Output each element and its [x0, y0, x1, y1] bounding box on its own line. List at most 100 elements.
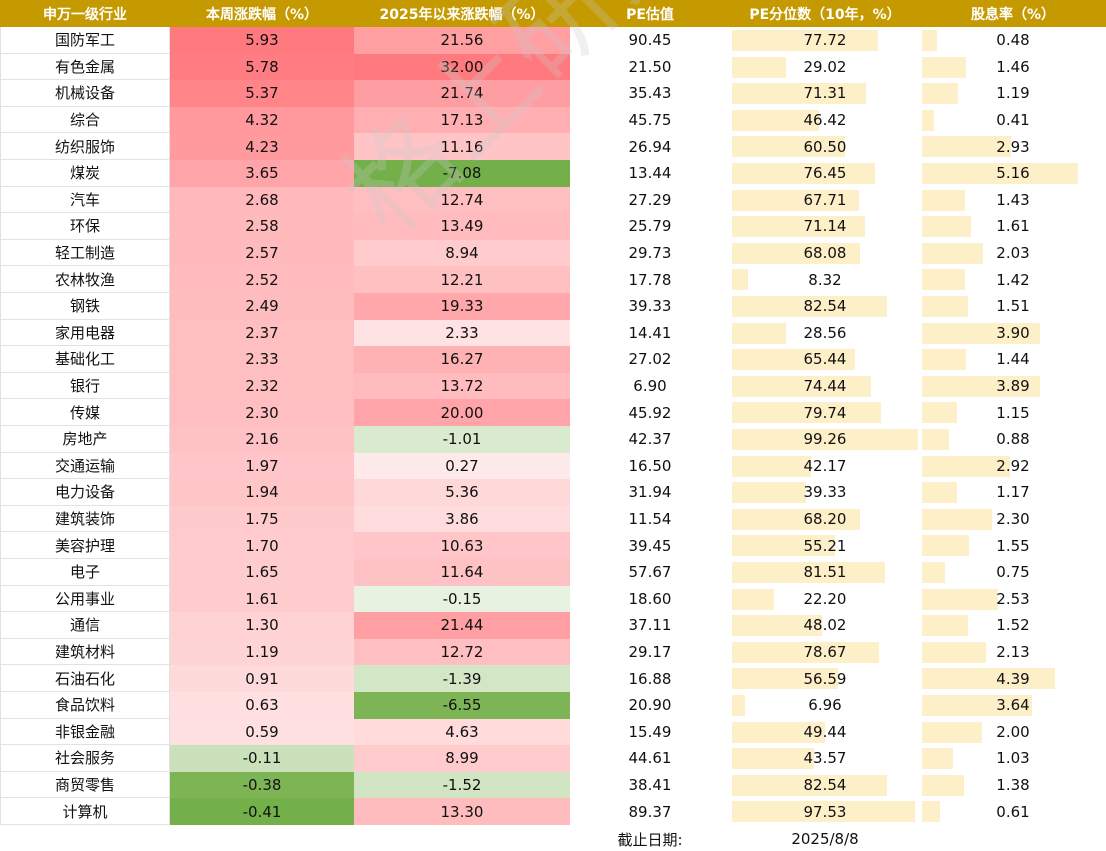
pe-percentile-value: 46.42 [803, 111, 847, 130]
dividend-yield-bar [922, 615, 968, 637]
pe-cell: 42.37 [628, 430, 672, 449]
industry-name: 综合 [0, 106, 170, 134]
pe-cell: 26.94 [628, 137, 672, 156]
pe-percentile-value: 68.20 [803, 510, 847, 529]
dividend-yield-value: 3.64 [996, 696, 1030, 715]
dividend-yield-bar [922, 242, 984, 264]
table-row: 房地产 2.16 -1.01 42.37 99.26 0.88 [0, 426, 1106, 453]
industry-name: 美容护理 [0, 532, 170, 559]
ytd-change-cell: 21.74 [354, 80, 570, 107]
pe-percentile-value: 77.72 [803, 31, 847, 50]
dividend-yield-cell: 3.90 [920, 320, 1106, 347]
pe-cell: 16.88 [628, 669, 672, 688]
pe-percentile-bar [732, 163, 876, 184]
pe-cell: 11.54 [628, 510, 672, 529]
ytd-change-cell: 13.30 [354, 798, 570, 825]
ytd-change-cell: -6.55 [354, 692, 570, 719]
ytd-change-cell: -0.15 [354, 585, 570, 613]
week-change-cell: 2.58 [170, 213, 354, 240]
table-row: 银行 2.32 13.72 6.90 74.44 3.89 [0, 372, 1106, 400]
dividend-yield-bar [922, 668, 1055, 690]
table-row: 石油石化 0.91 -1.39 16.88 56.59 4.39 [0, 665, 1106, 692]
pe-percentile-bar [732, 535, 836, 557]
ytd-change-cell: 5.36 [354, 479, 570, 506]
pe-percentile-bar [732, 455, 812, 477]
table-row: 电力设备 1.94 5.36 31.94 39.33 1.17 [0, 479, 1106, 506]
dividend-yield-value: 4.39 [996, 669, 1030, 688]
dividend-yield-cell: 3.89 [920, 373, 1106, 400]
industry-name: 汽车 [0, 186, 170, 214]
pe-percentile-cell: 6.96 [730, 692, 920, 719]
pe-percentile-value: 81.51 [803, 563, 847, 582]
dividend-yield-cell: 1.38 [920, 772, 1106, 799]
week-change-cell: 0.63 [170, 692, 354, 719]
table-row: 通信 1.30 21.44 37.11 48.02 1.52 [0, 612, 1106, 639]
table-row: 综合 4.32 17.13 45.75 46.42 0.41 [0, 106, 1106, 134]
table-row: 基础化工 2.33 16.27 27.02 65.44 1.44 [0, 346, 1106, 373]
week-change-cell: 2.57 [170, 239, 354, 267]
pe-cell: 29.73 [628, 244, 672, 263]
dividend-yield-value: 1.52 [996, 616, 1030, 635]
pe-percentile-value: 43.57 [803, 749, 847, 768]
table-row: 建筑材料 1.19 12.72 29.17 78.67 2.13 [0, 638, 1106, 666]
pe-percentile-cell: 76.45 [730, 160, 920, 187]
week-change-cell: -0.41 [170, 798, 354, 825]
dividend-yield-cell: 0.61 [920, 798, 1106, 825]
table-row: 美容护理 1.70 10.63 39.45 55.21 1.55 [0, 532, 1106, 559]
dividend-yield-cell: 1.15 [920, 399, 1106, 426]
industry-name: 食品饮料 [0, 692, 170, 719]
dividend-yield-value: 0.48 [996, 31, 1030, 50]
table-row: 轻工制造 2.57 8.94 29.73 68.08 2.03 [0, 239, 1106, 267]
dividend-yield-value: 1.46 [996, 57, 1030, 76]
pe-percentile-value: 71.14 [803, 217, 847, 236]
dividend-yield-cell: 2.30 [920, 506, 1106, 533]
dividend-yield-value: 1.61 [996, 217, 1030, 236]
week-change-cell: 2.33 [170, 346, 354, 373]
pe-percentile-bar [732, 695, 746, 716]
dividend-yield-cell: 5.16 [920, 160, 1106, 187]
dividend-yield-bar [922, 56, 967, 78]
ytd-change-cell: 12.72 [354, 638, 570, 666]
table-row: 电子 1.65 11.64 57.67 81.51 0.75 [0, 559, 1106, 586]
header-pe-percentile: PE分位数（10年，%） [730, 0, 920, 27]
industry-name: 基础化工 [0, 346, 170, 373]
pe-percentile-bar [732, 402, 882, 424]
table-row: 机械设备 5.37 21.74 35.43 71.31 1.19 [0, 80, 1106, 107]
pe-percentile-bar [732, 615, 822, 637]
pe-percentile-value: 79.74 [803, 403, 847, 422]
week-change-cell: 0.59 [170, 718, 354, 746]
table-row: 食品饮料 0.63 -6.55 20.90 6.96 3.64 [0, 692, 1106, 719]
dividend-yield-value: 1.44 [996, 350, 1030, 369]
pe-percentile-cell: 68.20 [730, 506, 920, 533]
pe-percentile-value: 39.33 [803, 483, 847, 502]
dividend-yield-bar [922, 588, 999, 610]
week-change-cell: 3.65 [170, 160, 354, 187]
ytd-change-cell: 32.00 [354, 53, 570, 81]
pe-percentile-cell: 65.44 [730, 346, 920, 373]
industry-name: 建筑材料 [0, 638, 170, 666]
industry-name: 家用电器 [0, 319, 170, 347]
table-row: 汽车 2.68 12.74 27.29 67.71 1.43 [0, 186, 1106, 214]
dividend-yield-bar [922, 136, 1011, 158]
header-industry: 申万一级行业 [0, 0, 170, 27]
industry-name: 煤炭 [0, 160, 170, 187]
ytd-change-cell: 20.00 [354, 399, 570, 426]
ytd-change-cell: 2.33 [354, 319, 570, 347]
dividend-yield-value: 5.16 [996, 164, 1030, 183]
pe-percentile-cell: 28.56 [730, 320, 920, 347]
pe-cell: 15.49 [628, 722, 672, 741]
ytd-change-cell: 11.16 [354, 133, 570, 160]
dividend-yield-cell: 2.92 [920, 453, 1106, 480]
table-row: 农林牧渔 2.52 12.21 17.78 8.32 1.42 [0, 266, 1106, 293]
pe-percentile-value: 82.54 [803, 776, 847, 795]
ytd-change-cell: 8.94 [354, 239, 570, 267]
dividend-yield-value: 2.93 [996, 137, 1030, 156]
dividend-yield-cell: 0.41 [920, 107, 1106, 134]
header-pe: PE估值 [570, 0, 730, 27]
pe-percentile-cell: 81.51 [730, 559, 920, 586]
ytd-change-cell: 3.86 [354, 505, 570, 533]
pe-percentile-bar [732, 136, 846, 158]
industry-name: 有色金属 [0, 53, 170, 81]
pe-cell: 25.79 [628, 217, 672, 236]
pe-percentile-cell: 48.02 [730, 612, 920, 639]
